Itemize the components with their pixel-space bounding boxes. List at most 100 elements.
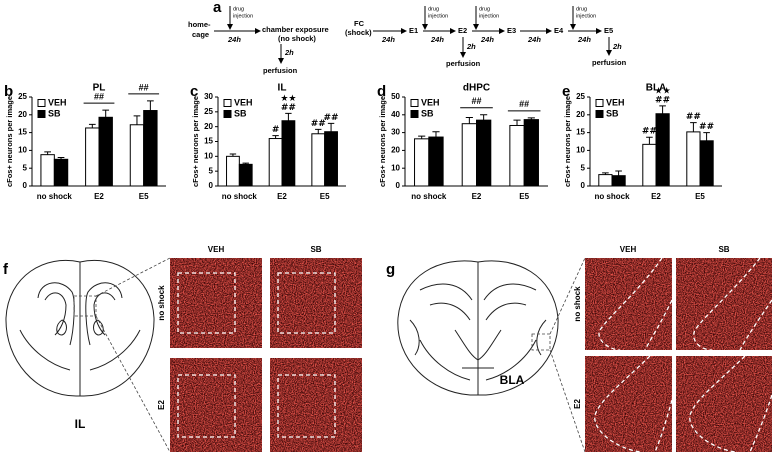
y-axis-label: cFos+ neurons per image — [378, 96, 387, 187]
error-bar — [690, 122, 697, 132]
micrographs — [170, 258, 362, 452]
timeline: a home- cage 24h drug injection chamber … — [188, 0, 627, 75]
x-tick-label: E5 — [695, 192, 705, 201]
timeline-text: perfusion — [592, 58, 627, 67]
column-label: VEH — [620, 245, 637, 254]
row-label: E2 — [157, 400, 166, 410]
legend-swatch — [37, 110, 46, 118]
bar — [40, 154, 55, 187]
bar — [611, 175, 626, 187]
legend-label: VEH — [48, 97, 67, 107]
panel-label: g — [386, 261, 395, 278]
chart-title: IL — [278, 83, 287, 94]
panel-label: f — [3, 261, 9, 278]
panel-label: c — [190, 83, 198, 100]
x-tick-label: E5 — [139, 192, 149, 201]
day: E3 — [507, 26, 516, 35]
bar — [428, 136, 444, 187]
error-bar — [615, 170, 622, 176]
error-bar — [315, 128, 322, 134]
bar — [598, 174, 613, 187]
y-tick-label: 40 — [391, 110, 400, 119]
y-tick-label: 10 — [204, 151, 213, 160]
chart-title: PL — [93, 83, 106, 94]
panel-label: e — [562, 83, 570, 100]
roi-box — [277, 272, 336, 334]
y-axis-label: cFos+ neurons per image — [191, 96, 200, 187]
timeline-text: chamber exposure — [262, 25, 329, 34]
micrograph-texture — [585, 356, 672, 452]
bar — [642, 143, 657, 187]
significance-mark: ## — [281, 103, 296, 113]
y-tick-label: 20 — [391, 146, 400, 155]
bar — [414, 138, 430, 187]
roi-outline — [693, 257, 772, 351]
error-bar — [272, 135, 279, 139]
zoom-line — [95, 315, 171, 453]
error-bar — [465, 116, 473, 124]
error-bar — [480, 114, 488, 121]
error-bar — [229, 153, 237, 157]
brain-structure — [19, 262, 141, 396]
x-tick-label: E2 — [94, 192, 104, 201]
y-axis-label: cFos+ neurons per image — [563, 96, 572, 187]
legend-label: SB — [421, 108, 434, 118]
injection: injection — [428, 13, 448, 19]
micrograph-texture — [270, 358, 362, 452]
row-label: E2 — [573, 399, 582, 409]
y-tick-label: 0 — [23, 181, 28, 190]
error-bar — [57, 157, 65, 160]
y-tick-label: 0 — [396, 181, 401, 190]
roi-outline — [689, 355, 772, 453]
region-label: IL — [75, 417, 86, 431]
interval: 24h — [381, 35, 395, 44]
significance-mark: ## — [324, 113, 339, 123]
y-tick-label: 30 — [391, 128, 400, 137]
error-bar — [602, 172, 609, 175]
significance-mark: ## — [655, 95, 670, 105]
injection: drug — [576, 6, 587, 12]
legend-label: SB — [606, 108, 619, 118]
bar — [143, 110, 158, 187]
roi-box — [177, 272, 236, 334]
y-tick-label: 10 — [576, 146, 585, 155]
bar — [85, 127, 100, 187]
column-label: SB — [310, 245, 321, 254]
day: E2 — [458, 26, 467, 35]
y-axis-label: cFos+ neurons per image — [5, 96, 14, 187]
legend-swatch — [223, 99, 232, 107]
y-tick-label: 5 — [209, 166, 214, 175]
injection: injection — [576, 13, 596, 19]
significance-mark: # — [272, 125, 280, 135]
y-tick-label: 5 — [581, 163, 586, 172]
x-tick-label: no shock — [222, 192, 258, 201]
day: E5 — [604, 26, 613, 35]
panel-label: b — [4, 83, 13, 100]
significance-mark: ## — [686, 112, 701, 122]
micrograph-texture — [676, 356, 772, 452]
roi-outline — [594, 355, 673, 453]
error-bar — [527, 117, 535, 120]
legend-swatch — [595, 99, 604, 107]
x-tick-label: no shock — [594, 192, 630, 201]
legend-swatch — [410, 99, 419, 107]
y-tick-label: 30 — [204, 92, 213, 101]
interval: 24h — [227, 35, 241, 44]
timeline-text: cage — [192, 30, 209, 39]
y-tick-label: 10 — [391, 163, 400, 172]
x-tick-label: no shock — [411, 192, 447, 201]
error-bar — [285, 112, 292, 121]
error-bar — [88, 123, 96, 128]
significance-mark: ## — [471, 96, 481, 106]
error-bar — [242, 162, 249, 165]
legend-swatch — [223, 110, 232, 118]
significance-mark: ## — [642, 127, 657, 137]
y-tick-label: 0 — [209, 181, 214, 190]
x-tick-label: E2 — [277, 192, 287, 201]
bar — [311, 133, 326, 187]
legend-label: SB — [234, 108, 247, 118]
brain-structure — [409, 262, 547, 395]
injection: drug — [428, 6, 439, 12]
significance-mark: ## — [94, 92, 104, 102]
injection: drug — [233, 6, 244, 12]
